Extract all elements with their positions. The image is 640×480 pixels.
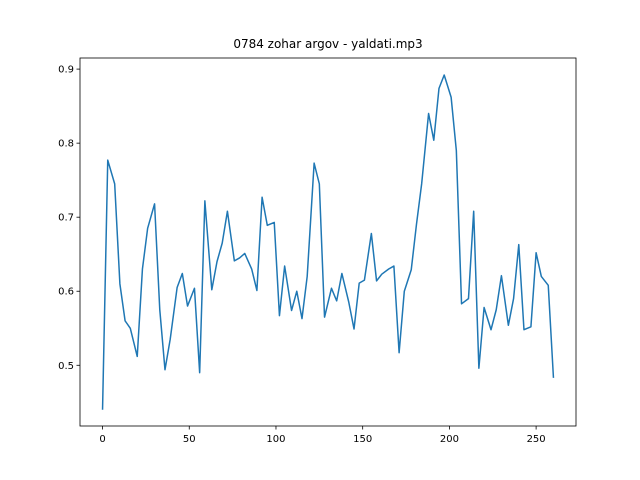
y-tick-label: 0.6 xyxy=(58,287,74,298)
plot-frame xyxy=(79,57,577,427)
y-tick-label: 0.7 xyxy=(58,213,74,224)
x-tick-label: 0 xyxy=(99,434,105,445)
x-tick-label: 150 xyxy=(353,434,372,445)
x-tick-label: 50 xyxy=(183,434,196,445)
y-tick-label: 0.5 xyxy=(58,361,74,372)
chart-title: 0784 zohar argov - yaldati.mp3 xyxy=(233,37,422,51)
data-line xyxy=(101,74,555,410)
y-tick-label: 0.9 xyxy=(58,65,74,76)
y-tick-label: 0.8 xyxy=(58,139,74,150)
x-tick-label: 250 xyxy=(527,434,546,445)
x-tick-label: 100 xyxy=(266,434,285,445)
x-tick-label: 200 xyxy=(440,434,459,445)
